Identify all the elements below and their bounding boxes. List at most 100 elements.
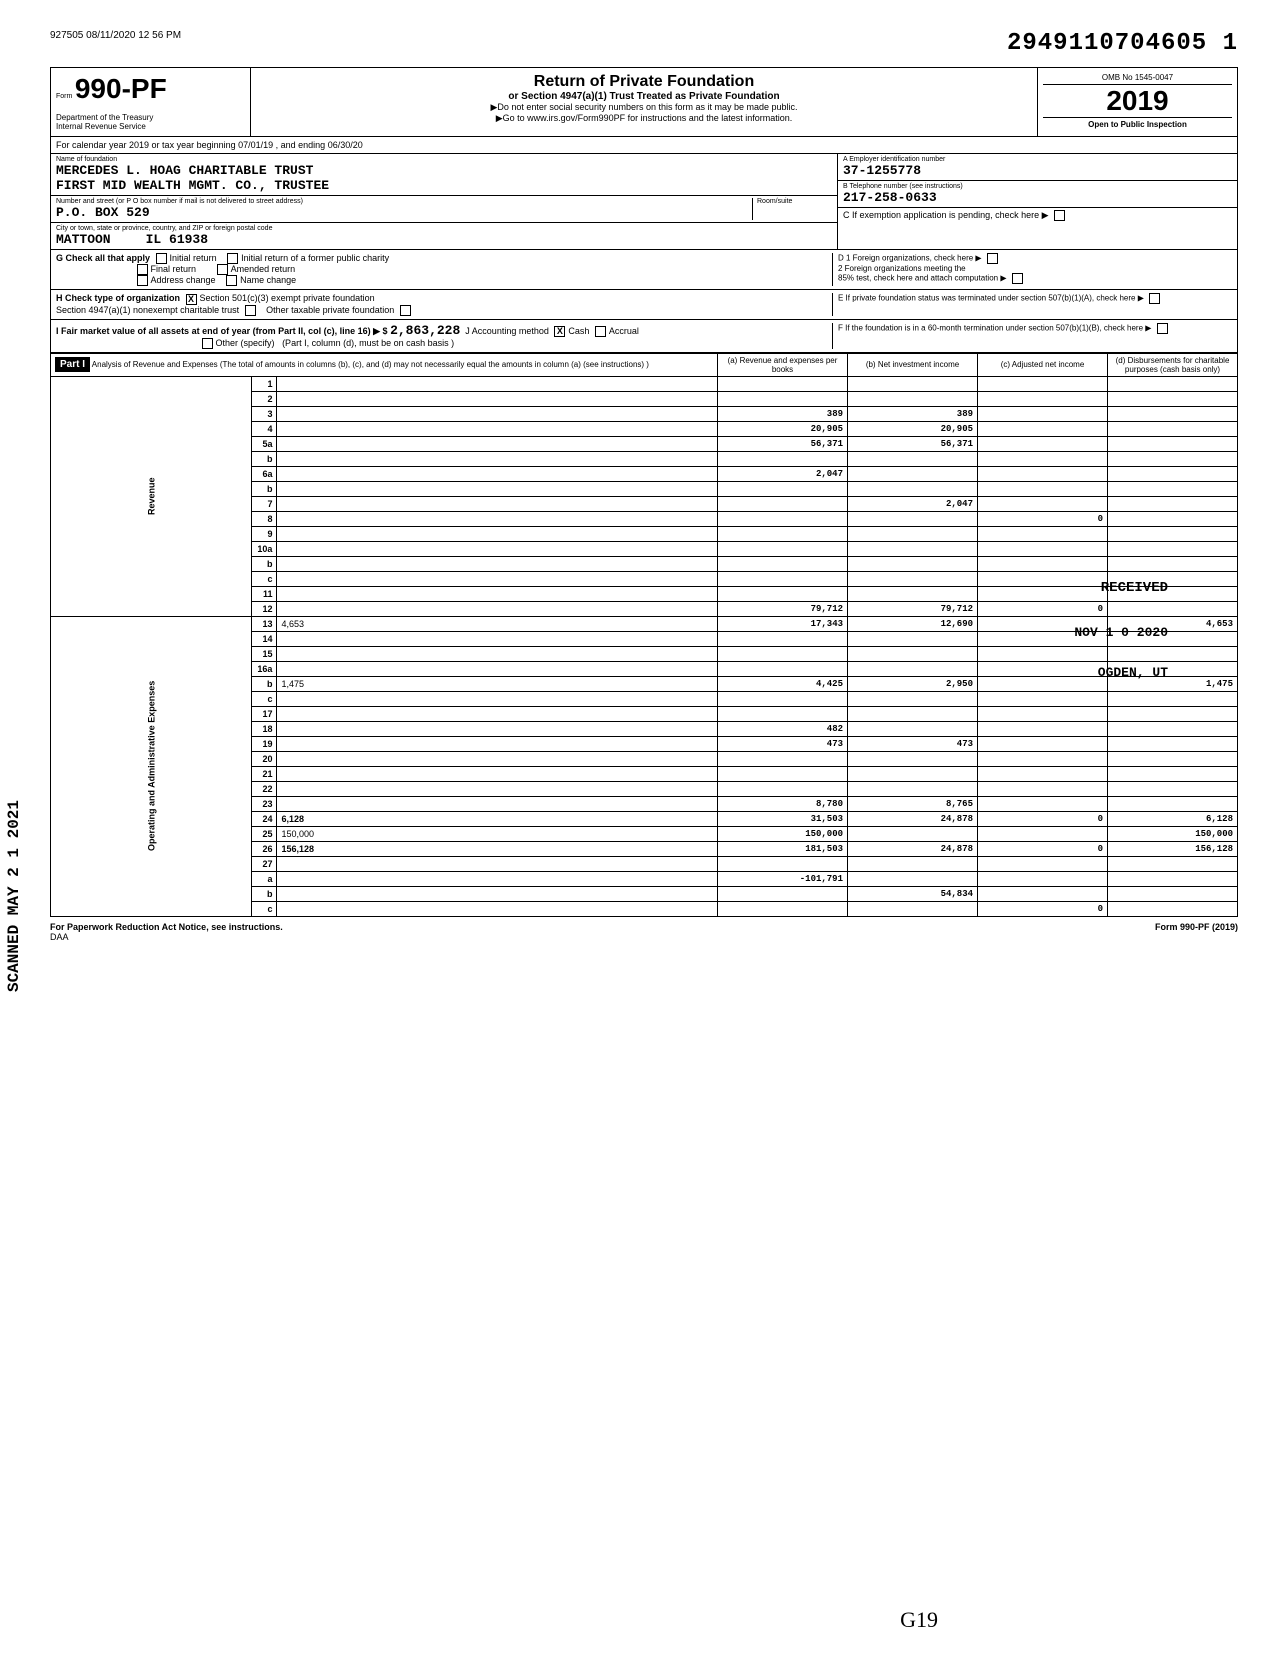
cell-value-b bbox=[848, 376, 978, 391]
cell-value-b: 54,834 bbox=[848, 886, 978, 901]
cell-value-b bbox=[848, 451, 978, 466]
cell-value-d bbox=[1108, 646, 1238, 661]
cell-value-d bbox=[1108, 856, 1238, 871]
col-b-header: (b) Net investment income bbox=[848, 353, 978, 376]
cell-value-c bbox=[978, 751, 1108, 766]
addr-label: Number and street (or P O box number if … bbox=[56, 198, 752, 205]
lbl-initial: Initial return bbox=[170, 253, 217, 263]
form-prefix: Form bbox=[56, 93, 72, 100]
cell-value-d bbox=[1108, 751, 1238, 766]
row-number: 9 bbox=[252, 526, 277, 541]
cell-value-d bbox=[1108, 481, 1238, 496]
d2-label: 2 Foreign organizations meeting the bbox=[838, 264, 966, 273]
cell-value-b bbox=[848, 871, 978, 886]
chk-initial-former[interactable] bbox=[227, 253, 238, 264]
chk-name[interactable] bbox=[226, 275, 237, 286]
cell-value-b bbox=[848, 646, 978, 661]
row-number: 4 bbox=[252, 421, 277, 436]
row-description bbox=[277, 466, 718, 481]
cell-value-d bbox=[1108, 871, 1238, 886]
chk-d2[interactable] bbox=[1012, 273, 1023, 284]
row-description bbox=[277, 661, 718, 676]
row-number: c bbox=[252, 571, 277, 586]
chk-accrual[interactable] bbox=[595, 326, 606, 337]
cell-value-b bbox=[848, 526, 978, 541]
row-description bbox=[277, 751, 718, 766]
lbl-final: Final return bbox=[151, 264, 197, 274]
cell-value-c: 0 bbox=[978, 511, 1108, 526]
cell-value-b bbox=[848, 541, 978, 556]
cell-value-b bbox=[848, 661, 978, 676]
lbl-501c3: Section 501(c)(3) exempt private foundat… bbox=[200, 293, 375, 303]
chk-cash[interactable]: X bbox=[554, 326, 565, 337]
cell-value-d bbox=[1108, 796, 1238, 811]
row-number: 14 bbox=[252, 631, 277, 646]
d1-label: D 1 Foreign organizations, check here bbox=[838, 254, 973, 263]
chk-4947[interactable] bbox=[245, 305, 256, 316]
cell-value-b bbox=[848, 826, 978, 841]
cell-value-c bbox=[978, 481, 1108, 496]
chk-other-tax[interactable] bbox=[400, 305, 411, 316]
foundation-state: IL 61938 bbox=[146, 232, 208, 247]
row-description bbox=[277, 766, 718, 781]
cell-value-c: 0 bbox=[978, 901, 1108, 916]
cell-value-b: 2,047 bbox=[848, 496, 978, 511]
cell-value-a bbox=[718, 781, 848, 796]
row-description bbox=[277, 601, 718, 616]
form-number: 990-PF bbox=[75, 73, 167, 104]
lbl-other-method: Other (specify) bbox=[216, 338, 275, 348]
daa: DAA bbox=[50, 932, 1238, 942]
ein-label: A Employer identification number bbox=[843, 156, 1232, 163]
row-number: c bbox=[252, 691, 277, 706]
part1-desc: Analysis of Revenue and Expenses (The to… bbox=[92, 360, 649, 369]
row-description bbox=[277, 511, 718, 526]
cell-value-d: 150,000 bbox=[1108, 826, 1238, 841]
exemption-checkbox[interactable] bbox=[1054, 210, 1065, 221]
row-description: 150,000 bbox=[277, 826, 718, 841]
row-number: c bbox=[252, 901, 277, 916]
cell-value-d bbox=[1108, 376, 1238, 391]
cell-value-a: -101,791 bbox=[718, 871, 848, 886]
revenue-section-label: Revenue bbox=[51, 376, 252, 616]
chk-amended[interactable] bbox=[217, 264, 228, 275]
chk-f[interactable] bbox=[1157, 323, 1168, 334]
cell-value-b: 56,371 bbox=[848, 436, 978, 451]
cell-value-b bbox=[848, 631, 978, 646]
fmv-value: 2,863,228 bbox=[390, 323, 460, 338]
row-description bbox=[277, 496, 718, 511]
row-description bbox=[277, 391, 718, 406]
chk-d1[interactable] bbox=[987, 253, 998, 264]
cell-value-b bbox=[848, 751, 978, 766]
col-d-header: (d) Disbursements for charitable purpose… bbox=[1108, 353, 1238, 376]
row-number: 22 bbox=[252, 781, 277, 796]
row-description bbox=[277, 631, 718, 646]
cell-value-d bbox=[1108, 391, 1238, 406]
cell-value-d: 156,128 bbox=[1108, 841, 1238, 856]
row-number: 10a bbox=[252, 541, 277, 556]
cell-value-d bbox=[1108, 706, 1238, 721]
row-number: 27 bbox=[252, 856, 277, 871]
cell-value-c bbox=[978, 856, 1108, 871]
cell-value-c bbox=[978, 871, 1108, 886]
chk-address[interactable] bbox=[137, 275, 148, 286]
cell-value-b bbox=[848, 856, 978, 871]
form-subtitle: or Section 4947(a)(1) Trust Treated as P… bbox=[256, 91, 1032, 102]
row-description bbox=[277, 706, 718, 721]
chk-e[interactable] bbox=[1149, 293, 1160, 304]
cell-value-b bbox=[848, 481, 978, 496]
name-label: Name of foundation bbox=[56, 156, 832, 163]
cell-value-a bbox=[718, 376, 848, 391]
lbl-initial-former: Initial return of a former public charit… bbox=[241, 253, 389, 263]
chk-initial[interactable] bbox=[156, 253, 167, 264]
cell-value-b bbox=[848, 571, 978, 586]
cell-value-c bbox=[978, 736, 1108, 751]
row-number: 3 bbox=[252, 406, 277, 421]
chk-final[interactable] bbox=[137, 264, 148, 275]
chk-501c3[interactable]: X bbox=[186, 294, 197, 305]
chk-other-method[interactable] bbox=[202, 338, 213, 349]
cell-value-c bbox=[978, 796, 1108, 811]
received-stamp: RECEIVED bbox=[1101, 580, 1168, 596]
row-description bbox=[277, 796, 718, 811]
e-label: E If private foundation status was termi… bbox=[838, 294, 1135, 303]
row-number: 19 bbox=[252, 736, 277, 751]
